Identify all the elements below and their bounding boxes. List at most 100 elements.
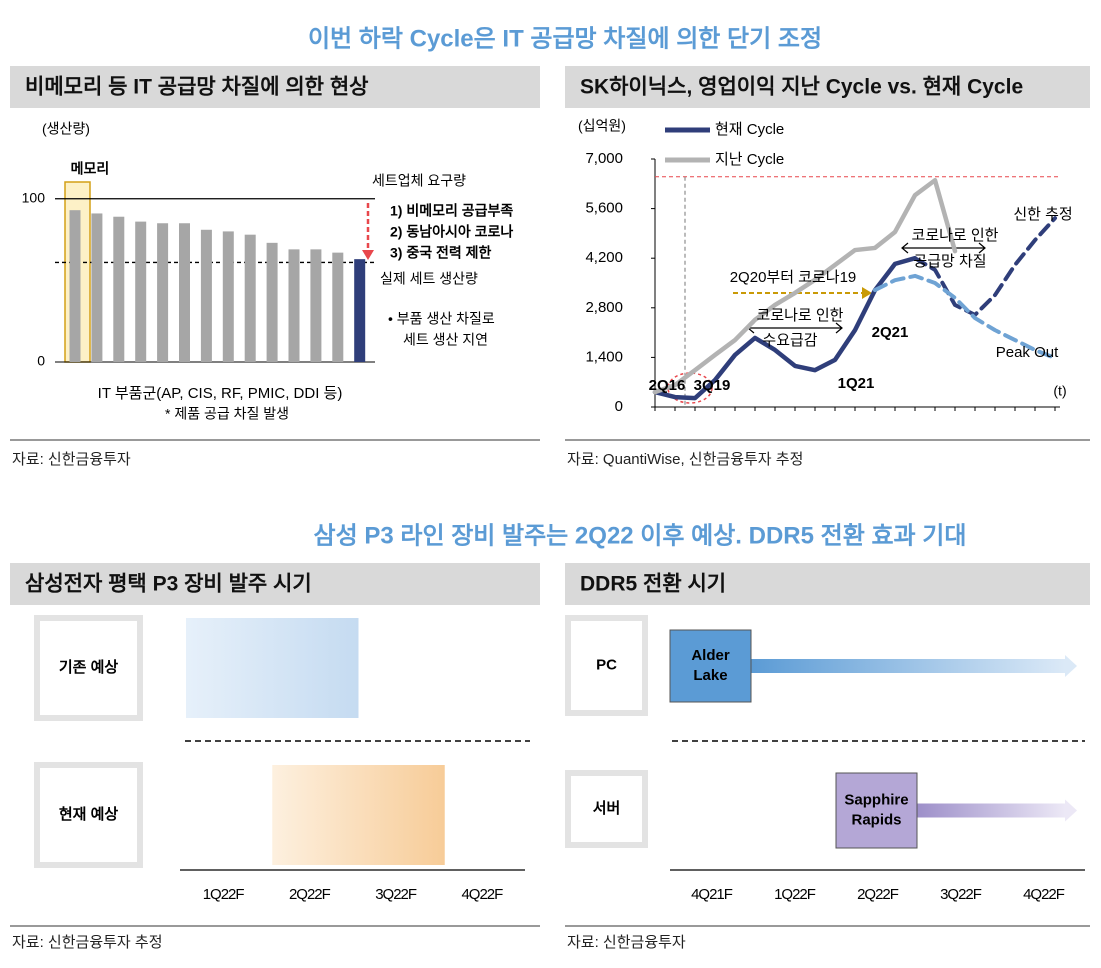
release-box [835, 772, 918, 849]
heading: 이번 하락 Cycle은 IT 공급망 차질에 의한 단기 조정 [308, 25, 822, 52]
source: 자료: QuantiWise, 신한금융투자 추정 [567, 451, 803, 468]
bar [244, 234, 256, 362]
x-axis-label: IT 부품군(AP, CIS, RF, PMIC, DDI 등) [98, 385, 343, 402]
bar [91, 213, 103, 362]
series-line [652, 178, 958, 395]
y-tick-label: 4,200 [585, 249, 623, 266]
annotation: 공급망 차질 [913, 253, 986, 270]
y-axis-label: (생산량) [42, 121, 90, 137]
y-tick-label: 7,000 [585, 150, 623, 167]
bar [157, 223, 169, 362]
reference-label: 실제 세트 생산량 [380, 271, 478, 287]
annotation: 3Q19 [694, 377, 731, 394]
series-line [652, 255, 918, 401]
bar [310, 249, 322, 362]
annotation: 1) 비메모리 공급부족 [390, 203, 513, 219]
heading: 삼성 P3 라인 장비 발주는 2Q22 이후 예상. DDR5 전환 효과 기… [314, 522, 967, 549]
panel-header [565, 66, 1090, 108]
bar [288, 249, 300, 362]
annotation: 2) 동남아시아 코로나 [390, 224, 513, 240]
release-box [669, 629, 752, 703]
bar [135, 221, 147, 362]
x-tick-label: 3Q22F [375, 886, 417, 903]
panel-title: DDR5 전환 시기 [580, 573, 726, 596]
legend-label: 현재 Cycle [715, 121, 784, 138]
x-axis-label: (t) [1053, 383, 1066, 399]
row-label: 서버 [593, 800, 621, 817]
x-tick-label: 4Q21F [691, 886, 733, 903]
y-tick-label: 0 [37, 353, 45, 369]
series-line [913, 216, 1057, 317]
arrow-shaft [917, 803, 1065, 818]
source: 자료: 신한금융투자 추정 [12, 934, 163, 951]
x-tick-label: 4Q22F [1023, 886, 1065, 903]
annotation: 코로나로 인한 [757, 307, 844, 324]
legend-label: 지난 Cycle [715, 151, 784, 168]
release-label: Sapphire [844, 791, 908, 808]
arrow-head [1065, 799, 1077, 822]
x-tick-label: 2Q22F [289, 886, 331, 903]
series-label: Peak Out [996, 344, 1059, 361]
annotation: • 부품 생산 차질로 [388, 311, 495, 327]
bar [113, 216, 125, 362]
series-label: 신한 추정 [1013, 206, 1072, 223]
bar [69, 210, 81, 362]
panel-header [10, 66, 540, 108]
panel-title: SK하이닉스, 영업이익 지난 Cycle vs. 현재 Cycle [580, 76, 1023, 99]
x-tick-label: 3Q22F [940, 886, 982, 903]
annotation: * 제품 공급 차질 발생 [165, 406, 289, 422]
arrow-head [362, 250, 374, 260]
annotation: 코로나로 인한 [912, 227, 999, 244]
schedule-span [186, 618, 359, 718]
bar [222, 231, 234, 362]
y-tick-label: 5,600 [585, 200, 623, 217]
annotation: 2Q21 [872, 324, 909, 341]
row-label-box [565, 770, 648, 848]
x-tick-label: 4Q22F [461, 886, 503, 903]
x-tick-label: 2Q22F [857, 886, 899, 903]
row-label-box [34, 615, 143, 721]
x-tick-label: 1Q22F [774, 886, 816, 903]
annotation: 2Q20부터 코로나19 [730, 269, 857, 286]
release-label: Rapids [851, 811, 901, 828]
highlight-circle [667, 372, 713, 404]
panel-header [10, 563, 540, 605]
bar [179, 223, 190, 362]
annotation: 수요급감 [762, 332, 817, 349]
arrow-shaft [751, 659, 1065, 673]
panel-header [565, 563, 1090, 605]
arrow-head [862, 287, 872, 299]
x-tick-label: 1Q22F [203, 886, 245, 903]
source: 자료: 신한금융투자 [567, 934, 686, 951]
y-axis-label: (십억원) [578, 118, 626, 134]
release-label: Alder [691, 647, 730, 664]
panel-title: 비메모리 등 IT 공급망 차질에 의한 현상 [25, 76, 368, 99]
schedule-span [272, 765, 445, 865]
source: 자료: 신한금융투자 [12, 451, 131, 468]
y-tick-label: 1,400 [585, 348, 623, 365]
row-label-box [34, 762, 143, 868]
series-line [873, 273, 1057, 361]
annotation: 메모리 [71, 161, 110, 177]
row-label: PC [596, 656, 617, 673]
bar [200, 229, 212, 362]
y-tick-label: 100 [22, 189, 46, 205]
panel-title: 삼성전자 평택 P3 장비 발주 시기 [25, 573, 312, 596]
span-arrow [901, 242, 986, 254]
bar [266, 242, 278, 362]
annotation: 3) 중국 전력 제한 [390, 245, 492, 261]
release-label: Lake [693, 667, 727, 684]
annotation: 세트 생산 지연 [403, 332, 488, 348]
y-tick-label: 0 [615, 398, 623, 415]
y-tick-label: 2,800 [585, 299, 623, 316]
row-label-box [565, 615, 648, 716]
reference-label: 세트업체 요구량 [372, 173, 466, 189]
arrow-head [1065, 655, 1077, 677]
annotation: 2Q16 [649, 377, 686, 394]
bar [332, 252, 344, 362]
bar [354, 259, 366, 362]
row-label: 기존 예상 [59, 659, 119, 676]
annotation: 1Q21 [838, 375, 875, 392]
